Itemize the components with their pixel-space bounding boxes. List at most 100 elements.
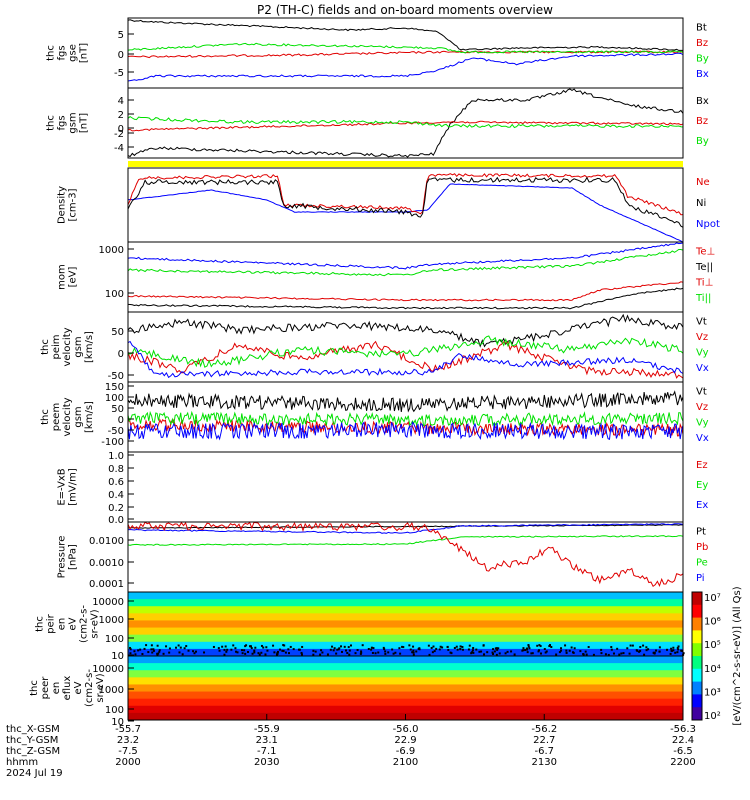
peir-spec-noise <box>240 649 243 652</box>
peir-spec-noise <box>472 651 475 654</box>
peer-spec-ylabel: thc <box>29 680 40 696</box>
peir-spec-noise <box>337 648 340 651</box>
peir-spec-noise <box>398 647 401 650</box>
temperature-legend-2: Ti⊥ <box>695 278 713 289</box>
peir-spec-noise <box>262 646 265 649</box>
peer-spec-band <box>128 698 683 707</box>
efield-ytick-label: 0.8 <box>108 464 124 475</box>
peir-spec-noise <box>354 652 357 655</box>
peir-spec-noise <box>676 646 679 649</box>
temperature-ytick-label: 100 <box>105 289 124 300</box>
peir-spec-noise <box>628 652 631 655</box>
fgs-gse-ylabel: gse <box>68 44 79 62</box>
peir-spec-noise <box>528 647 531 650</box>
peir-spec-noise <box>652 651 655 654</box>
peir-spec-noise <box>185 645 188 648</box>
peem-velocity-ytick-label: -50 <box>108 426 124 437</box>
peir-spec-noise <box>360 650 363 653</box>
peer-spec-ylabel: en <box>51 682 62 695</box>
peir-spec-noise <box>260 651 263 654</box>
peer-spec-ylabel: eflux <box>62 676 73 701</box>
x-row-value: -55.7 <box>115 724 141 735</box>
peer-spec-ylabel: (cm2-s- <box>84 669 95 707</box>
peir-spec-noise <box>192 650 195 653</box>
peir-spec-noise <box>340 645 343 648</box>
peir-spec-noise <box>338 647 341 650</box>
peir-spec-noise <box>374 652 377 655</box>
peem-velocity-legend-0: Vt <box>696 386 707 397</box>
peir-spec-noise <box>531 652 534 655</box>
x-row-label: thc_X-GSM <box>6 724 60 735</box>
x-row-value: -6.7 <box>534 746 554 757</box>
peir-spec-noise <box>461 645 464 648</box>
peim-velocity-ylabel: thc <box>40 339 51 355</box>
pressure-legend-0: Pt <box>696 526 706 537</box>
peir-spec-noise <box>282 649 285 652</box>
peir-spec-noise <box>600 652 603 655</box>
fgs-gsm-legend-1: Bz <box>696 116 708 127</box>
peir-spec-noise <box>371 651 374 654</box>
efield-ylabel: [mV/m] <box>68 468 79 506</box>
peir-spec-noise <box>312 649 315 652</box>
colorbar-frame <box>691 591 703 721</box>
peir-spec-noise <box>677 648 680 651</box>
peir-spec-noise <box>335 652 338 655</box>
peir-spec-noise <box>638 650 641 653</box>
colorbar-step <box>692 681 702 695</box>
peir-spec-noise <box>359 652 362 655</box>
peim-velocity-ylabel: velocity <box>62 327 73 366</box>
peir-spec-noise <box>524 649 527 652</box>
density-legend-1: Ni <box>696 198 706 209</box>
pressure-legend-3: Pi <box>696 573 705 584</box>
peir-spec-noise <box>526 648 529 651</box>
peem-velocity-ytick-label: 0 <box>118 415 124 426</box>
peir-spec-ylabel: eV <box>68 617 79 630</box>
peim-velocity-ytick-label: 0 <box>118 349 124 360</box>
peir-spec-noise <box>370 648 373 651</box>
peir-spec-noise <box>450 652 453 655</box>
density-Ne-trace <box>127 173 684 216</box>
peir-spec-noise <box>549 644 552 647</box>
peir-spec-noise <box>585 653 588 656</box>
peir-spec-noise <box>288 652 291 655</box>
peir-spec-noise <box>620 652 623 655</box>
peir-spec-noise <box>538 644 541 647</box>
peir-spec-noise <box>387 651 390 654</box>
peir-spec-noise <box>439 645 442 648</box>
peir-spec-noise <box>412 645 415 648</box>
peir-spec-noise <box>329 648 332 651</box>
peir-spec-noise <box>264 653 267 656</box>
peer-spec-band <box>128 705 683 714</box>
peim-velocity-ytick-label: -50 <box>108 371 124 382</box>
efield-ytick-label: 0.2 <box>108 503 124 514</box>
peir-spec-noise <box>162 652 165 655</box>
peir-spec-noise <box>536 644 539 647</box>
peir-spec-noise <box>579 650 582 653</box>
peir-spec-noise <box>618 653 621 656</box>
peer-spec-band <box>128 677 683 685</box>
peir-spec-noise <box>284 651 287 654</box>
peir-spec-noise <box>139 648 142 651</box>
colorbar-tick: 10⁷ <box>704 593 721 604</box>
peir-spec-noise <box>181 653 184 656</box>
peir-spec-noise <box>643 653 646 656</box>
colorbar-step <box>692 617 702 631</box>
peir-spec-noise <box>655 649 658 652</box>
peir-spec-ylabel: sr-eV) <box>90 609 101 638</box>
peir-spec-noise <box>573 647 576 650</box>
peir-spec-noise <box>616 647 619 650</box>
peir-spec-noise <box>639 649 642 652</box>
peir-spec-noise <box>143 647 146 650</box>
peir-spec-noise <box>287 648 290 651</box>
peir-spec-noise <box>492 652 495 655</box>
peir-spec-noise <box>480 650 483 653</box>
peir-spec-noise <box>670 647 673 650</box>
peer-spec-band <box>128 670 683 678</box>
peir-spec-noise <box>526 651 529 654</box>
efield-ytick-label: 0.0 <box>108 515 124 526</box>
peir-spec-noise <box>639 646 642 649</box>
peir-spec-noise <box>495 647 498 650</box>
peir-spec-noise <box>459 648 462 651</box>
x-row-value: -55.9 <box>254 724 280 735</box>
